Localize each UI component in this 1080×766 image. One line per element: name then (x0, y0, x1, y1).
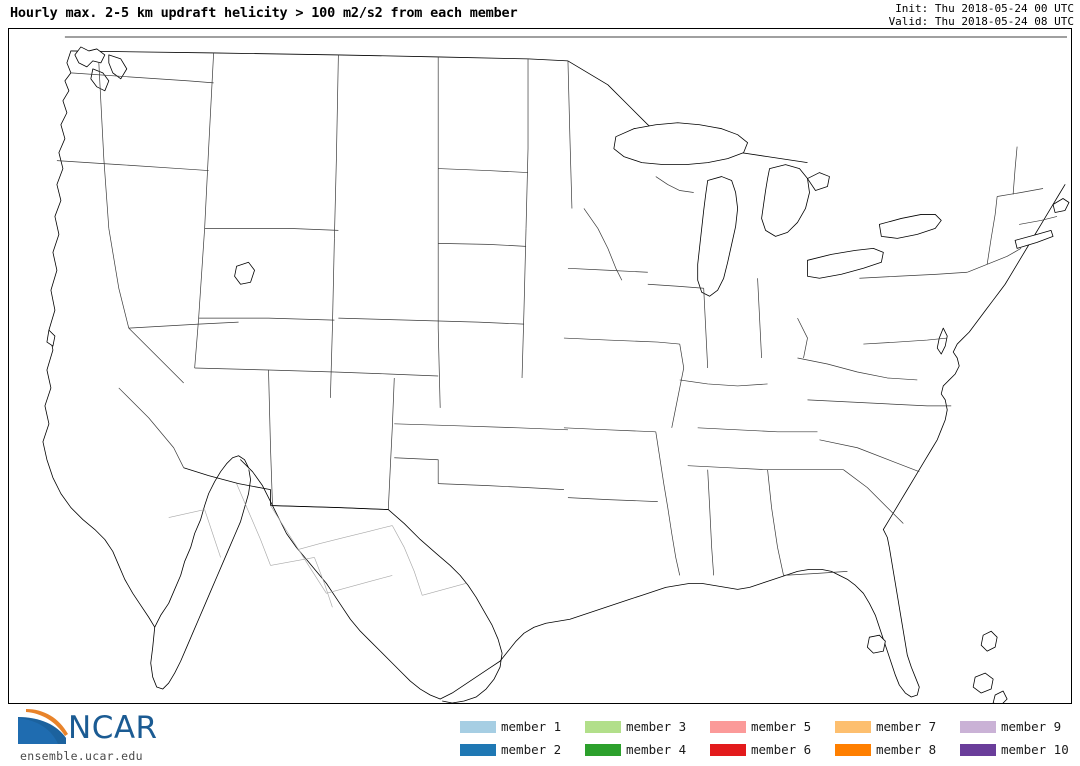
ncar-url[interactable]: ensemble.ucar.edu (20, 749, 143, 763)
legend-label: member 6 (751, 742, 812, 757)
init-time: Init: Thu 2018-05-24 00 UTC (895, 2, 1074, 15)
map-graphic (42, 36, 1070, 703)
legend-label: member 8 (876, 742, 937, 757)
legend-label: member 7 (876, 719, 937, 734)
ncar-wordmark: NCAR (68, 710, 158, 746)
legend-color-swatch (585, 721, 621, 733)
legend-color-swatch (585, 744, 621, 756)
logo-orange-arc (26, 709, 68, 736)
legend-column: member 3 member 4 (580, 718, 705, 764)
legend-label: member 5 (751, 719, 812, 734)
valid-time: Valid: Thu 2018-05-24 08 UTC (888, 15, 1074, 28)
ncar-mountain-icon (18, 709, 68, 744)
legend-column: member 5 member 6 (705, 718, 830, 764)
legend-label: member 2 (501, 742, 562, 757)
legend-color-swatch (835, 744, 871, 756)
legend-color-swatch (710, 744, 746, 756)
ncar-logo[interactable]: NCAR ensemble.ucar.edu (8, 708, 183, 764)
page-title: Hourly max. 2-5 km updraft helicity > 10… (10, 5, 518, 21)
logo-blue-mark (18, 717, 66, 744)
legend-label: member 3 (626, 719, 687, 734)
legend-label: member 10 (1001, 742, 1069, 757)
legend-label: member 9 (1001, 719, 1062, 734)
legend-color-swatch (835, 721, 871, 733)
legend-color-swatch (960, 744, 996, 756)
legend-label: member 4 (626, 742, 687, 757)
legend-column: member 1 member 2 (455, 718, 580, 764)
legend-color-swatch (460, 744, 496, 756)
logo-blue-shade (18, 717, 66, 744)
member-legend: member 1 member 2 member 3 member 4 member 5… (455, 718, 1075, 764)
legend-label: member 1 (501, 719, 562, 734)
legend-color-swatch (960, 721, 996, 733)
forecast-times: Init: Thu 2018-05-24 00 UTC Valid: Thu 2… (889, 2, 1074, 28)
legend-column: member 7 member 8 (830, 718, 955, 764)
legend-color-swatch (460, 721, 496, 733)
map-panel[interactable] (8, 28, 1072, 704)
legend-column: member 9 member 10 (955, 718, 1080, 764)
legend-color-swatch (710, 721, 746, 733)
